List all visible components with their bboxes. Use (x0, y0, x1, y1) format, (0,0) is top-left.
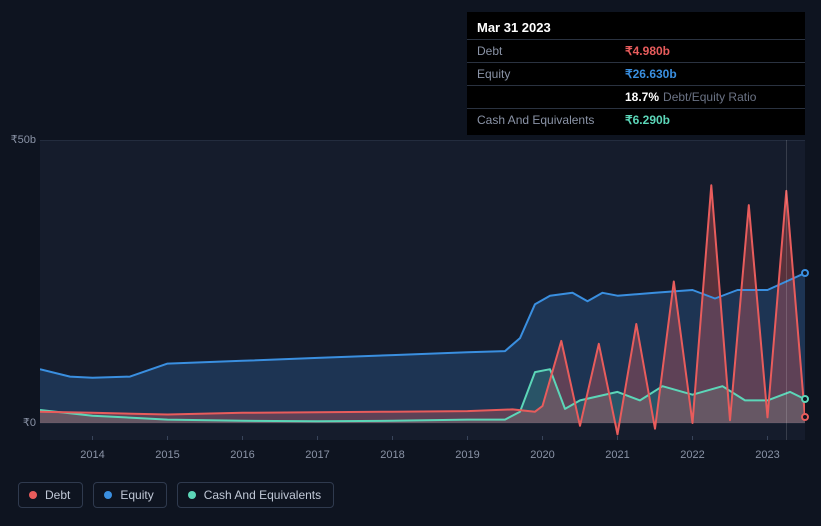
x-axis: 2014 2015 2016 2017 2018 2019 2020 2021 2022 2023 (40, 445, 805, 465)
x-axis-label: 2019 (455, 449, 479, 461)
tooltip-row: Debt₹4.980b (467, 39, 805, 62)
tooltip-row-label: Cash And Equivalents (477, 113, 625, 127)
x-axis-label: 2020 (530, 449, 554, 461)
chart-plot-area (40, 140, 805, 440)
chart-svg (40, 140, 805, 440)
legend-item-equity[interactable]: Equity (93, 482, 166, 508)
x-axis-label: 2014 (80, 449, 104, 461)
x-axis-label: 2023 (755, 449, 779, 461)
y-axis-label: ₹50b (6, 133, 36, 146)
tooltip-row-label (477, 90, 625, 104)
tooltip-row-label: Equity (477, 67, 625, 81)
series-end-dot-equity (801, 269, 809, 277)
tooltip-row: Equity₹26.630b (467, 62, 805, 85)
tooltip-date: Mar 31 2023 (467, 18, 805, 39)
tooltip-marker-line (786, 140, 787, 440)
series-end-dot-cash (801, 395, 809, 403)
tooltip-panel: Mar 31 2023 Debt₹4.980bEquity₹26.630b18.… (467, 12, 805, 135)
tooltip-row-value: ₹26.630b (625, 67, 677, 81)
x-axis-label: 2022 (680, 449, 704, 461)
legend-dot-icon (29, 491, 37, 499)
tooltip-row-label: Debt (477, 44, 625, 58)
tooltip-row: 18.7% Debt/Equity Ratio (467, 85, 805, 108)
tooltip-row-value: 18.7% (625, 90, 659, 104)
legend: Debt Equity Cash And Equivalents (18, 482, 334, 508)
legend-item-debt[interactable]: Debt (18, 482, 83, 508)
x-axis-label: 2018 (380, 449, 404, 461)
x-axis-label: 2017 (305, 449, 329, 461)
tooltip-row-value: ₹4.980b (625, 44, 670, 58)
tooltip-row-value: ₹6.290b (625, 113, 670, 127)
y-axis-label: ₹0 (6, 416, 36, 429)
legend-label: Cash And Equivalents (204, 488, 321, 502)
legend-label: Debt (45, 488, 70, 502)
tooltip-row: Cash And Equivalents₹6.290b (467, 108, 805, 131)
x-axis-label: 2021 (605, 449, 629, 461)
series-end-dot-debt (801, 413, 809, 421)
x-axis-label: 2016 (230, 449, 254, 461)
legend-dot-icon (188, 491, 196, 499)
tooltip-row-suffix: Debt/Equity Ratio (663, 90, 756, 104)
legend-label: Equity (120, 488, 153, 502)
x-axis-label: 2015 (155, 449, 179, 461)
legend-dot-icon (104, 491, 112, 499)
legend-item-cash[interactable]: Cash And Equivalents (177, 482, 334, 508)
